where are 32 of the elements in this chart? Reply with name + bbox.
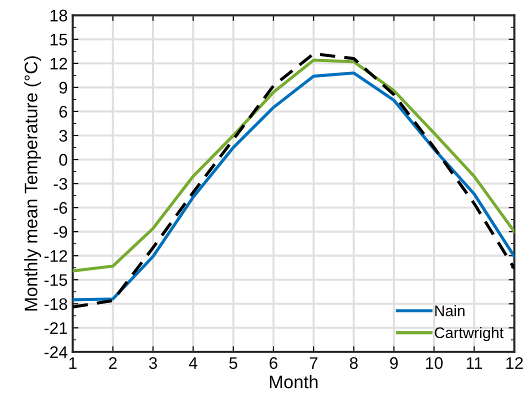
y-tick-label: 12 bbox=[50, 58, 68, 70]
x-tick-label: 10 bbox=[426, 357, 443, 369]
legend-label: Cartwright bbox=[434, 326, 504, 342]
y-tick-label: -3 bbox=[54, 178, 68, 190]
y-tick-label: -18 bbox=[44, 298, 68, 310]
x-tick-label: 11 bbox=[466, 357, 482, 369]
x-tick-label: 9 bbox=[390, 357, 398, 369]
y-tick-label: 9 bbox=[59, 82, 68, 94]
y-tick-label: 3 bbox=[59, 130, 68, 142]
legend-label: Nain bbox=[435, 305, 464, 316]
y-tick-label: 0 bbox=[59, 154, 68, 166]
y-tick-label: -21 bbox=[44, 322, 68, 334]
y-tick-label: 6 bbox=[59, 106, 68, 118]
x-tick-label: 6 bbox=[270, 357, 278, 369]
y-tick-label: -24 bbox=[44, 346, 68, 358]
x-tick-label: 2 bbox=[109, 357, 117, 369]
y-tick-label: -9 bbox=[54, 226, 68, 238]
y-axis-title: Monthly mean Temperature (°C) bbox=[24, 56, 41, 310]
y-tick-label: -15 bbox=[44, 274, 68, 286]
x-tick-label: 8 bbox=[350, 357, 358, 369]
x-tick-label: 4 bbox=[188, 357, 198, 369]
x-tick-label: 7 bbox=[310, 357, 318, 369]
x-tick-label: 5 bbox=[229, 357, 238, 369]
y-tick-label: 15 bbox=[50, 34, 68, 46]
y-tick-label: -6 bbox=[54, 202, 68, 214]
y-tick-label: 18 bbox=[50, 10, 68, 22]
x-tick-label: 12 bbox=[506, 357, 523, 369]
x-tick-label: 3 bbox=[149, 357, 157, 369]
x-axis-title: Month bbox=[270, 375, 318, 388]
y-tick-label: -12 bbox=[44, 250, 68, 262]
line-series bbox=[72, 58, 514, 272]
x-tick-label: 1 bbox=[69, 357, 77, 369]
